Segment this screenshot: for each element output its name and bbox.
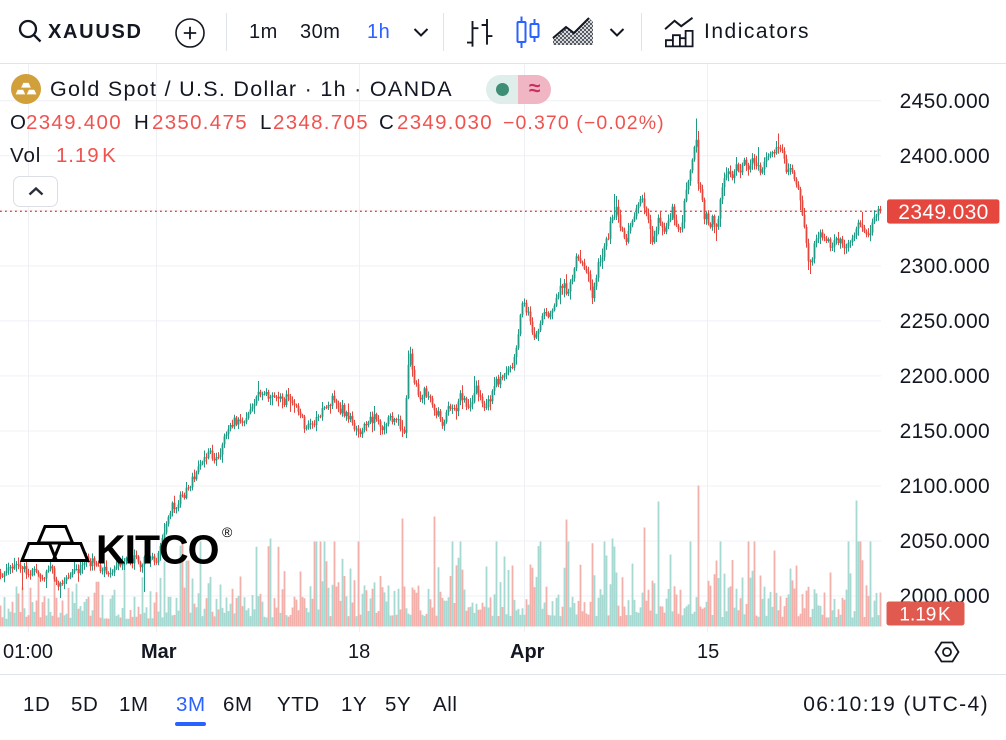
- svg-text:2200.000: 2200.000: [900, 365, 990, 388]
- svg-text:2400.000: 2400.000: [900, 145, 990, 168]
- svg-text:2150.000: 2150.000: [900, 420, 990, 443]
- svg-text:KITCO: KITCO: [96, 527, 219, 570]
- svg-text:2050.000: 2050.000: [900, 530, 990, 553]
- svg-text:2300.000: 2300.000: [900, 255, 990, 278]
- svg-text:2250.000: 2250.000: [900, 310, 990, 333]
- svg-text:®: ®: [222, 524, 233, 540]
- svg-text:1.19 K: 1.19 K: [899, 605, 951, 626]
- svg-text:2100.000: 2100.000: [900, 475, 990, 498]
- svg-text:2450.000: 2450.000: [900, 90, 990, 113]
- svg-text:2349.030: 2349.030: [898, 201, 988, 224]
